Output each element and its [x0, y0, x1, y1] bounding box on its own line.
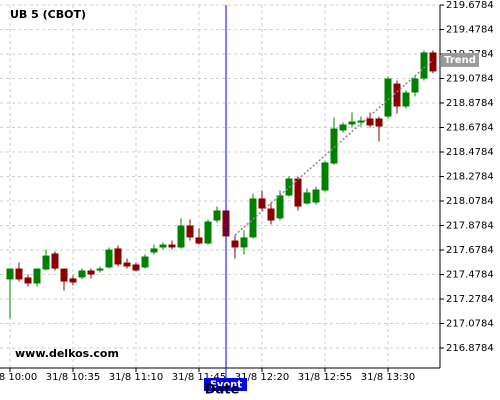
candle-body — [375, 118, 383, 127]
candle-body — [258, 198, 266, 209]
candle-body — [51, 253, 59, 269]
candle-body — [69, 278, 77, 283]
chart-title: UB 5 (CBOT) — [10, 8, 86, 21]
watermark: www.delkos.com — [15, 347, 119, 360]
annotations: Trend Event — [204, 5, 479, 391]
candle-body — [357, 120, 365, 123]
candle-body — [177, 225, 185, 248]
candle-body — [78, 270, 86, 278]
candle-body — [123, 262, 131, 267]
y-tick-label: 217.2784 — [446, 294, 494, 305]
candle-body — [393, 83, 401, 107]
x-tick-label: 31/8 12:20 — [235, 372, 289, 383]
trend-line — [234, 59, 434, 236]
event-label: Event — [210, 380, 242, 391]
y-tick-label: 219.6784 — [446, 0, 494, 11]
candle-body — [6, 268, 14, 280]
candle-body — [87, 270, 95, 275]
candle-body — [267, 208, 275, 221]
x-tick-label: 31/8 10:35 — [46, 372, 100, 383]
candle-body — [204, 221, 212, 244]
candle-body — [249, 198, 257, 238]
candle-body — [330, 128, 338, 164]
x-tick-label: 31/8 10:00 — [0, 372, 37, 383]
x-tick-label: 31/8 11:10 — [109, 372, 163, 383]
candle-body — [402, 92, 410, 107]
trend-label: Trend — [444, 55, 476, 66]
candle-body — [303, 192, 311, 204]
trend-label-box — [441, 52, 479, 67]
candle-body — [339, 124, 347, 131]
candle-body — [105, 249, 113, 268]
candle-body — [168, 244, 176, 248]
candle-body — [312, 189, 320, 203]
candle-body — [240, 237, 248, 248]
candle-body — [42, 255, 50, 270]
y-tick-label: 218.4784 — [446, 147, 494, 158]
y-tick-label: 217.0784 — [446, 318, 494, 329]
candle-body — [195, 237, 203, 244]
candle-body — [186, 225, 194, 238]
candle-body — [429, 52, 437, 72]
x-tick-label: 31/8 13:30 — [361, 372, 415, 383]
candle-body — [96, 268, 104, 271]
candle-body — [159, 244, 167, 248]
x-tick-label: 31/8 12:55 — [298, 372, 352, 383]
y-tick-label: 219.0784 — [446, 73, 494, 84]
candle-body — [411, 78, 419, 93]
candle-body — [150, 248, 158, 253]
candle-body — [231, 240, 239, 248]
candle-body — [33, 268, 41, 284]
y-tick-label: 218.0784 — [446, 196, 494, 207]
candle-body — [366, 118, 374, 126]
candle-body — [114, 248, 122, 265]
y-tick-label: 218.6784 — [446, 122, 494, 133]
candle-body — [24, 277, 32, 284]
candle-body — [15, 268, 23, 280]
candle-body — [60, 268, 68, 282]
y-tick-label: 218.8784 — [446, 98, 494, 109]
y-tick-label: 217.6784 — [446, 245, 494, 256]
y-tick-label: 217.8784 — [446, 220, 494, 231]
candle-body — [132, 264, 140, 271]
candle-body — [384, 78, 392, 117]
x-tick-label: 31/8 11:45 — [172, 372, 226, 383]
candle-body — [141, 256, 149, 268]
y-tick-label: 217.4784 — [446, 269, 494, 280]
y-tick-label: 219.4784 — [446, 24, 494, 35]
candle-body — [276, 195, 284, 219]
candle-body — [213, 210, 221, 221]
candle-body — [294, 178, 302, 207]
y-tick-label: 218.2784 — [446, 171, 494, 182]
candle-body — [321, 162, 329, 191]
event-label-box — [204, 378, 247, 391]
y-tick-label: 216.8784 — [446, 343, 494, 354]
x-axis-title: Date — [205, 383, 240, 398]
candle-body — [420, 52, 428, 79]
candle-body — [348, 121, 356, 125]
